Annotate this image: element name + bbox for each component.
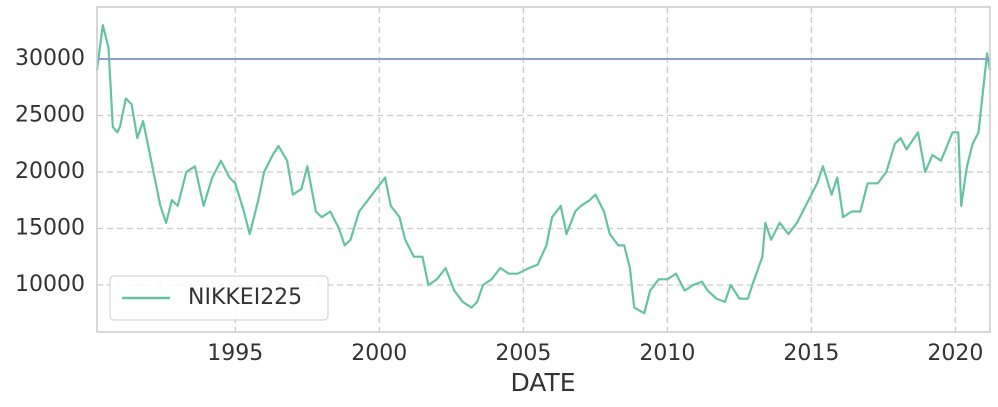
legend-label: NIKKEI225 (188, 285, 302, 310)
x-tick-label: 1995 (207, 341, 263, 366)
plot-frame (96, 6, 991, 333)
y-tick-label: 10000 (15, 272, 85, 297)
y-tick-label: 30000 (15, 46, 85, 71)
legend (109, 275, 329, 321)
x-tick-label: 2010 (639, 341, 695, 366)
y-tick-label: 15000 (15, 215, 85, 240)
x-tick-label: 2000 (351, 341, 407, 366)
x-axis-label: DATE (510, 368, 575, 397)
x-tick-label: 2005 (495, 341, 551, 366)
y-tick-label: 25000 (15, 102, 85, 127)
x-tick-label: 2015 (783, 341, 839, 366)
x-tick-label: 2020 (927, 341, 983, 366)
y-tick-label: 20000 (15, 159, 85, 184)
data-line (95, 24, 992, 315)
